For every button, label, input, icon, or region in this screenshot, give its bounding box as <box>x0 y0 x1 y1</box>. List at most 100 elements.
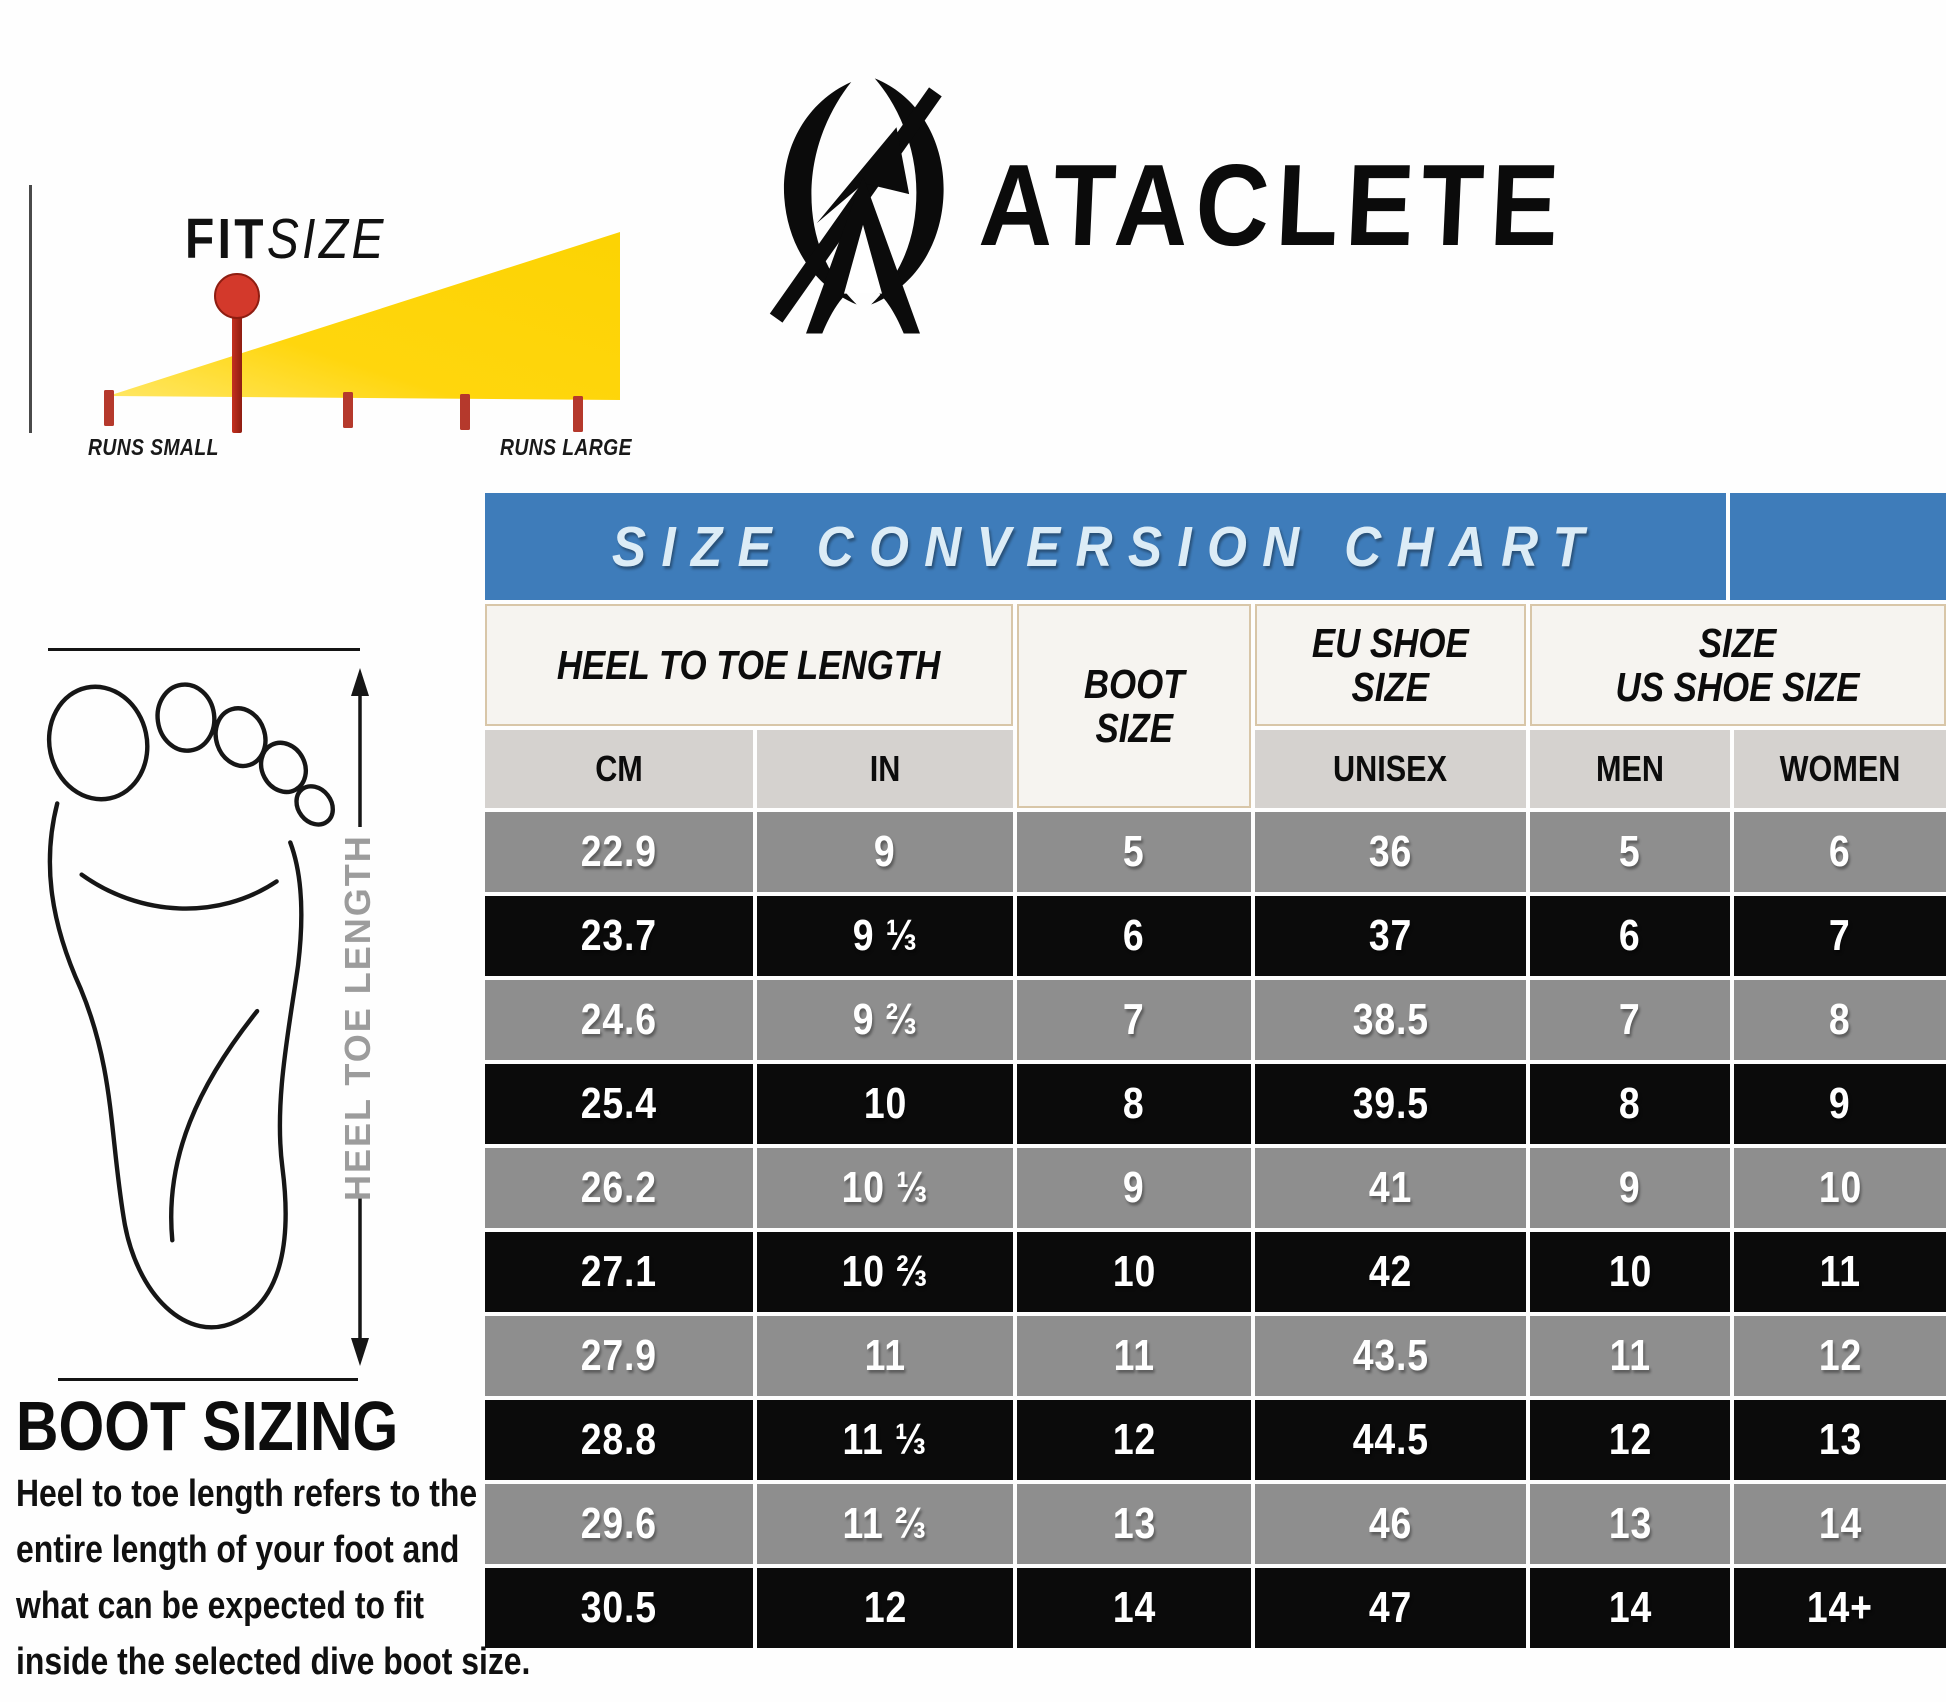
table-cell-women: 14+ <box>1734 1568 1946 1648</box>
table-cell-in: 9 ⅔ <box>757 980 1013 1060</box>
fit-marker-pin-icon <box>214 273 260 319</box>
table-cell-in: 10 ⅔ <box>757 1232 1013 1312</box>
table-cell-cm: 22.9 <box>485 812 753 892</box>
table-cell-men: 13 <box>1530 1484 1730 1564</box>
subheader-women: WOMEN <box>1734 730 1946 808</box>
table-cell-women: 14 <box>1734 1484 1946 1564</box>
phoenix-arrow-emblem-icon <box>769 78 944 334</box>
fit-tick-5 <box>573 396 583 432</box>
runs-small-label: RUNS SMALL <box>88 434 219 460</box>
boot-sizing-line: entire length of your foot and <box>16 1529 460 1571</box>
boot-sizing-line: inside the selected dive boot size. <box>16 1641 531 1683</box>
boot-sizing-paragraph: Heel to toe length refers to the entire … <box>16 1466 628 1690</box>
table-cell-cm: 23.7 <box>485 896 753 976</box>
fit-title-bold: FIT <box>185 207 267 271</box>
header-boot-size: BOOT SIZE <box>1017 604 1251 808</box>
measure-line-bottom <box>58 1378 358 1381</box>
brand-wordmark: ATACLETE <box>977 140 1569 270</box>
table-cell-eu: 38.5 <box>1255 980 1526 1060</box>
fit-tick-3 <box>343 392 353 428</box>
subheader-men: MEN <box>1530 730 1730 808</box>
table-cell-cm: 29.6 <box>485 1484 753 1564</box>
table-cell-men: 14 <box>1530 1568 1730 1648</box>
table-cell-in: 9 ⅓ <box>757 896 1013 976</box>
table-cell-boot: 8 <box>1017 1064 1251 1144</box>
table-cell-men: 8 <box>1530 1064 1730 1144</box>
table-cell-eu: 42 <box>1255 1232 1526 1312</box>
table-cell-men: 7 <box>1530 980 1730 1060</box>
table-cell-cm: 25.4 <box>485 1064 753 1144</box>
table-cell-boot: 13 <box>1017 1484 1251 1564</box>
table-cell-men: 5 <box>1530 812 1730 892</box>
table-cell-in: 10 <box>757 1064 1013 1144</box>
table-cell-men: 9 <box>1530 1148 1730 1228</box>
fit-tick-4 <box>460 394 470 430</box>
table-cell-boot: 14 <box>1017 1568 1251 1648</box>
table-cell-eu: 47 <box>1255 1568 1526 1648</box>
table-title-cell: SIZE CONVERSION CHART <box>485 493 1726 600</box>
table-grid: HEEL TO TOE LENGTH BOOT SIZE EU SHOE SIZE … <box>485 604 1946 1648</box>
table-title-band-right <box>1730 493 1946 600</box>
fit-size-title: FITSIZE <box>185 206 425 272</box>
table-cell-men: 11 <box>1530 1316 1730 1396</box>
table-cell-boot: 6 <box>1017 896 1251 976</box>
measure-line-top <box>48 648 360 651</box>
fit-title-light: SIZE <box>266 207 387 271</box>
header-us-shoe-size: SIZE US SHOE SIZE <box>1530 604 1946 726</box>
table-cell-cm: 27.9 <box>485 1316 753 1396</box>
left-axis-line <box>29 185 32 433</box>
table-cell-in: 11 <box>757 1316 1013 1396</box>
table-cell-women: 6 <box>1734 812 1946 892</box>
table-cell-in: 11 ⅔ <box>757 1484 1013 1564</box>
table-cell-women: 7 <box>1734 896 1946 976</box>
header-heel-to-toe-length: HEEL TO TOE LENGTH <box>485 604 1013 726</box>
table-cell-boot: 12 <box>1017 1400 1251 1480</box>
table-cell-women: 11 <box>1734 1232 1946 1312</box>
subheader-unisex: UNISEX <box>1255 730 1526 808</box>
table-cell-eu: 43.5 <box>1255 1316 1526 1396</box>
table-cell-eu: 37 <box>1255 896 1526 976</box>
table-cell-boot: 9 <box>1017 1148 1251 1228</box>
table-cell-boot: 7 <box>1017 980 1251 1060</box>
table-cell-eu: 41 <box>1255 1148 1526 1228</box>
boot-sizing-line: what can be expected to fit <box>16 1585 424 1627</box>
table-cell-women: 13 <box>1734 1400 1946 1480</box>
foot-outline-icon <box>46 682 335 1330</box>
heel-toe-length-label: HEEL TOE LENGTH <box>337 834 378 1202</box>
table-cell-cm: 26.2 <box>485 1148 753 1228</box>
table-title-band: SIZE CONVERSION CHART <box>485 493 1946 600</box>
header-eu-shoe-size: EU SHOE SIZE <box>1255 604 1526 726</box>
fit-marker-stem <box>232 298 242 433</box>
table-cell-men: 6 <box>1530 896 1730 976</box>
table-cell-cm: 28.8 <box>485 1400 753 1480</box>
subheader-in: IN <box>757 730 1013 808</box>
runs-large-label: RUNS LARGE <box>500 434 632 460</box>
table-cell-in: 9 <box>757 812 1013 892</box>
table-cell-women: 8 <box>1734 980 1946 1060</box>
fit-triangle <box>108 232 620 400</box>
table-cell-women: 12 <box>1734 1316 1946 1396</box>
table-cell-boot: 10 <box>1017 1232 1251 1312</box>
table-cell-cm: 24.6 <box>485 980 753 1060</box>
measure-arrow-icon <box>351 668 369 1366</box>
table-cell-in: 10 ⅓ <box>757 1148 1013 1228</box>
table-cell-cm: 30.5 <box>485 1568 753 1648</box>
subheader-cm: CM <box>485 730 753 808</box>
table-cell-in: 12 <box>757 1568 1013 1648</box>
table-cell-boot: 5 <box>1017 812 1251 892</box>
table-cell-cm: 27.1 <box>485 1232 753 1312</box>
table-cell-eu: 36 <box>1255 812 1526 892</box>
boot-sizing-heading: BOOT SIZING <box>16 1387 399 1465</box>
table-cell-boot: 11 <box>1017 1316 1251 1396</box>
table-cell-women: 9 <box>1734 1064 1946 1144</box>
table-cell-in: 11 ⅓ <box>757 1400 1013 1480</box>
table-cell-eu: 44.5 <box>1255 1400 1526 1480</box>
fit-tick-1 <box>104 390 114 426</box>
table-cell-men: 10 <box>1530 1232 1730 1312</box>
table-cell-eu: 46 <box>1255 1484 1526 1564</box>
table-cell-men: 12 <box>1530 1400 1730 1480</box>
boot-sizing-line: Heel to toe length refers to the <box>16 1473 478 1515</box>
table-cell-women: 10 <box>1734 1148 1946 1228</box>
table-title: SIZE CONVERSION CHART <box>611 514 1600 579</box>
